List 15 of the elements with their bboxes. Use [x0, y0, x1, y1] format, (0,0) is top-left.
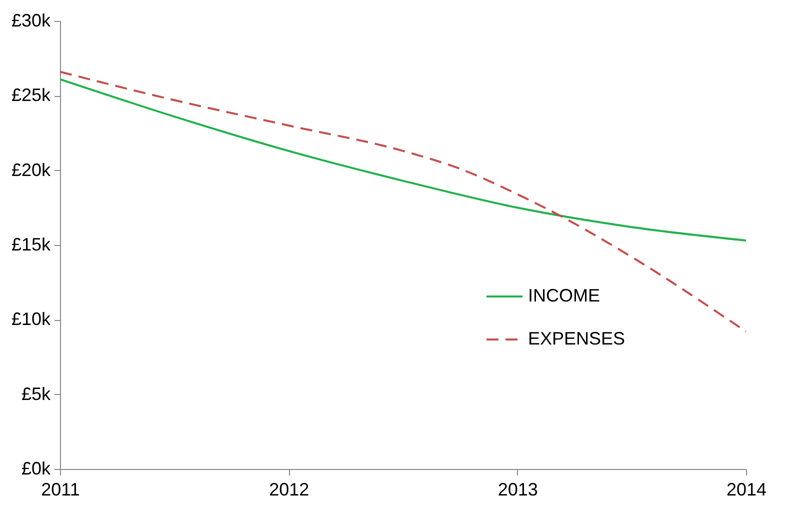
y-tick-label: £15k — [11, 234, 52, 254]
y-tick-label: £20k — [11, 160, 52, 180]
x-tick-label: 2013 — [498, 480, 538, 500]
x-tick-label: 2012 — [269, 480, 310, 500]
y-tick-label: £30k — [11, 10, 52, 30]
x-tick-label: 2014 — [726, 480, 767, 500]
legend-label: EXPENSES — [528, 328, 626, 348]
y-tick-label: £5k — [21, 384, 52, 404]
y-tick-label: £25k — [11, 85, 52, 106]
line-series — [59, 70, 747, 333]
y-tick-label: £0k — [21, 458, 52, 478]
legend-label: INCOME — [528, 286, 600, 306]
line-series — [59, 78, 747, 242]
y-tick-label: £10k — [11, 309, 52, 330]
x-tick-label: 2011 — [41, 480, 80, 500]
